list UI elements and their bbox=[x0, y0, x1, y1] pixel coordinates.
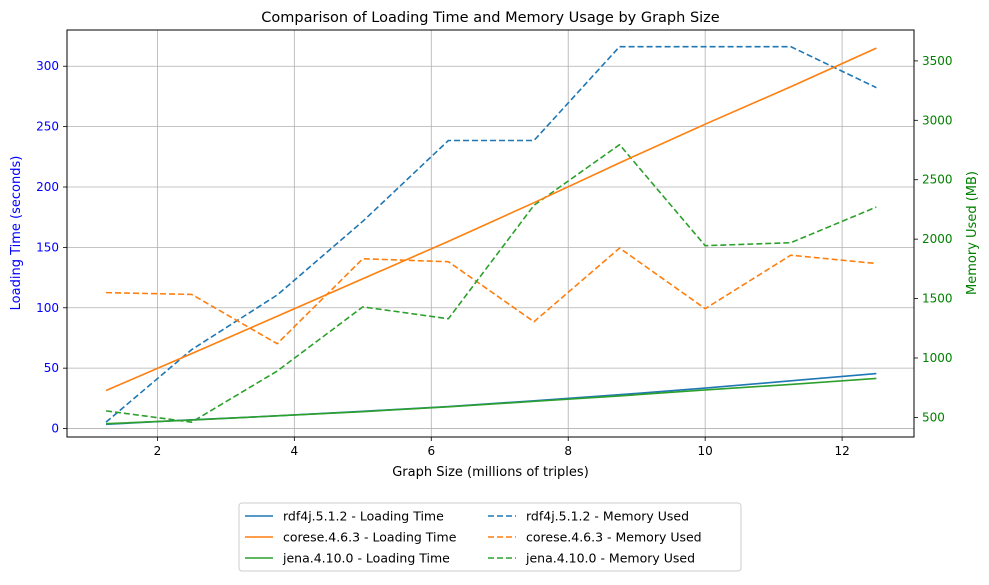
x-tick-label: 12 bbox=[834, 444, 849, 458]
y-right-tick-label: 1500 bbox=[922, 292, 953, 306]
y-left-tick-label: 0 bbox=[51, 422, 59, 436]
y-left-tick-label: 100 bbox=[36, 301, 59, 315]
legend: rdf4j.5.1.2 - Loading Time corese.4.6.3 -… bbox=[238, 502, 742, 572]
memory-series-line-0 bbox=[105, 45, 877, 423]
y-right-tick-label: 1000 bbox=[922, 351, 953, 365]
memory-series-line-1 bbox=[106, 247, 877, 345]
legend-label: jena.4.10.0 - Loading Time bbox=[282, 551, 450, 566]
y-right-tick-label: 3000 bbox=[922, 113, 953, 127]
x-tick-label: 2 bbox=[154, 444, 162, 458]
y-right-tick-label: 2000 bbox=[922, 232, 953, 246]
x-tick-label: 4 bbox=[291, 444, 299, 458]
legend-items: rdf4j.5.1.2 - Loading Time corese.4.6.3 -… bbox=[245, 509, 702, 566]
legend-label: jena.4.10.0 - Memory Used bbox=[525, 551, 695, 566]
y-axis-label-left: Loading Time (seconds) bbox=[9, 156, 24, 311]
plot-frame bbox=[66, 29, 915, 438]
y-left-tick-label: 250 bbox=[36, 120, 59, 134]
loading-series-line-1 bbox=[105, 47, 877, 392]
y-left-tick-label: 50 bbox=[44, 361, 59, 375]
y-left-tick-label: 300 bbox=[36, 59, 59, 73]
legend-label: corese.4.6.3 - Memory Used bbox=[526, 530, 702, 545]
x-axis-label: Graph Size (millions of triples) bbox=[392, 465, 589, 480]
y-left-tick-label: 200 bbox=[36, 180, 59, 194]
legend-label: rdf4j.5.1.2 - Loading Time bbox=[283, 509, 444, 524]
y-right-tick-label: 500 bbox=[922, 410, 945, 424]
x-tick-label: 8 bbox=[564, 444, 572, 458]
legend-label: corese.4.6.3 - Loading Time bbox=[283, 530, 457, 545]
series-layer bbox=[105, 45, 877, 426]
chart-title: Comparison of Loading Time and Memory Us… bbox=[261, 10, 720, 26]
y-axis-label-right: Memory Used (MB) bbox=[965, 171, 980, 295]
grid-layer bbox=[67, 30, 914, 437]
axis-layer: 2 4 6 8 10 12 0 50 100 150 200 250 300 500 1000 1500 200… bbox=[36, 54, 952, 458]
loading-series-line-2 bbox=[105, 377, 877, 425]
y-left-tick-label: 150 bbox=[36, 240, 59, 254]
legend-label: rdf4j.5.1.2 - Memory Used bbox=[526, 509, 689, 524]
y-right-tick-label: 2500 bbox=[922, 173, 953, 187]
x-tick-label: 10 bbox=[698, 444, 713, 458]
x-tick-label: 6 bbox=[427, 444, 435, 458]
y-right-tick-label: 3500 bbox=[922, 54, 953, 68]
memory-series-line-2 bbox=[105, 143, 877, 423]
